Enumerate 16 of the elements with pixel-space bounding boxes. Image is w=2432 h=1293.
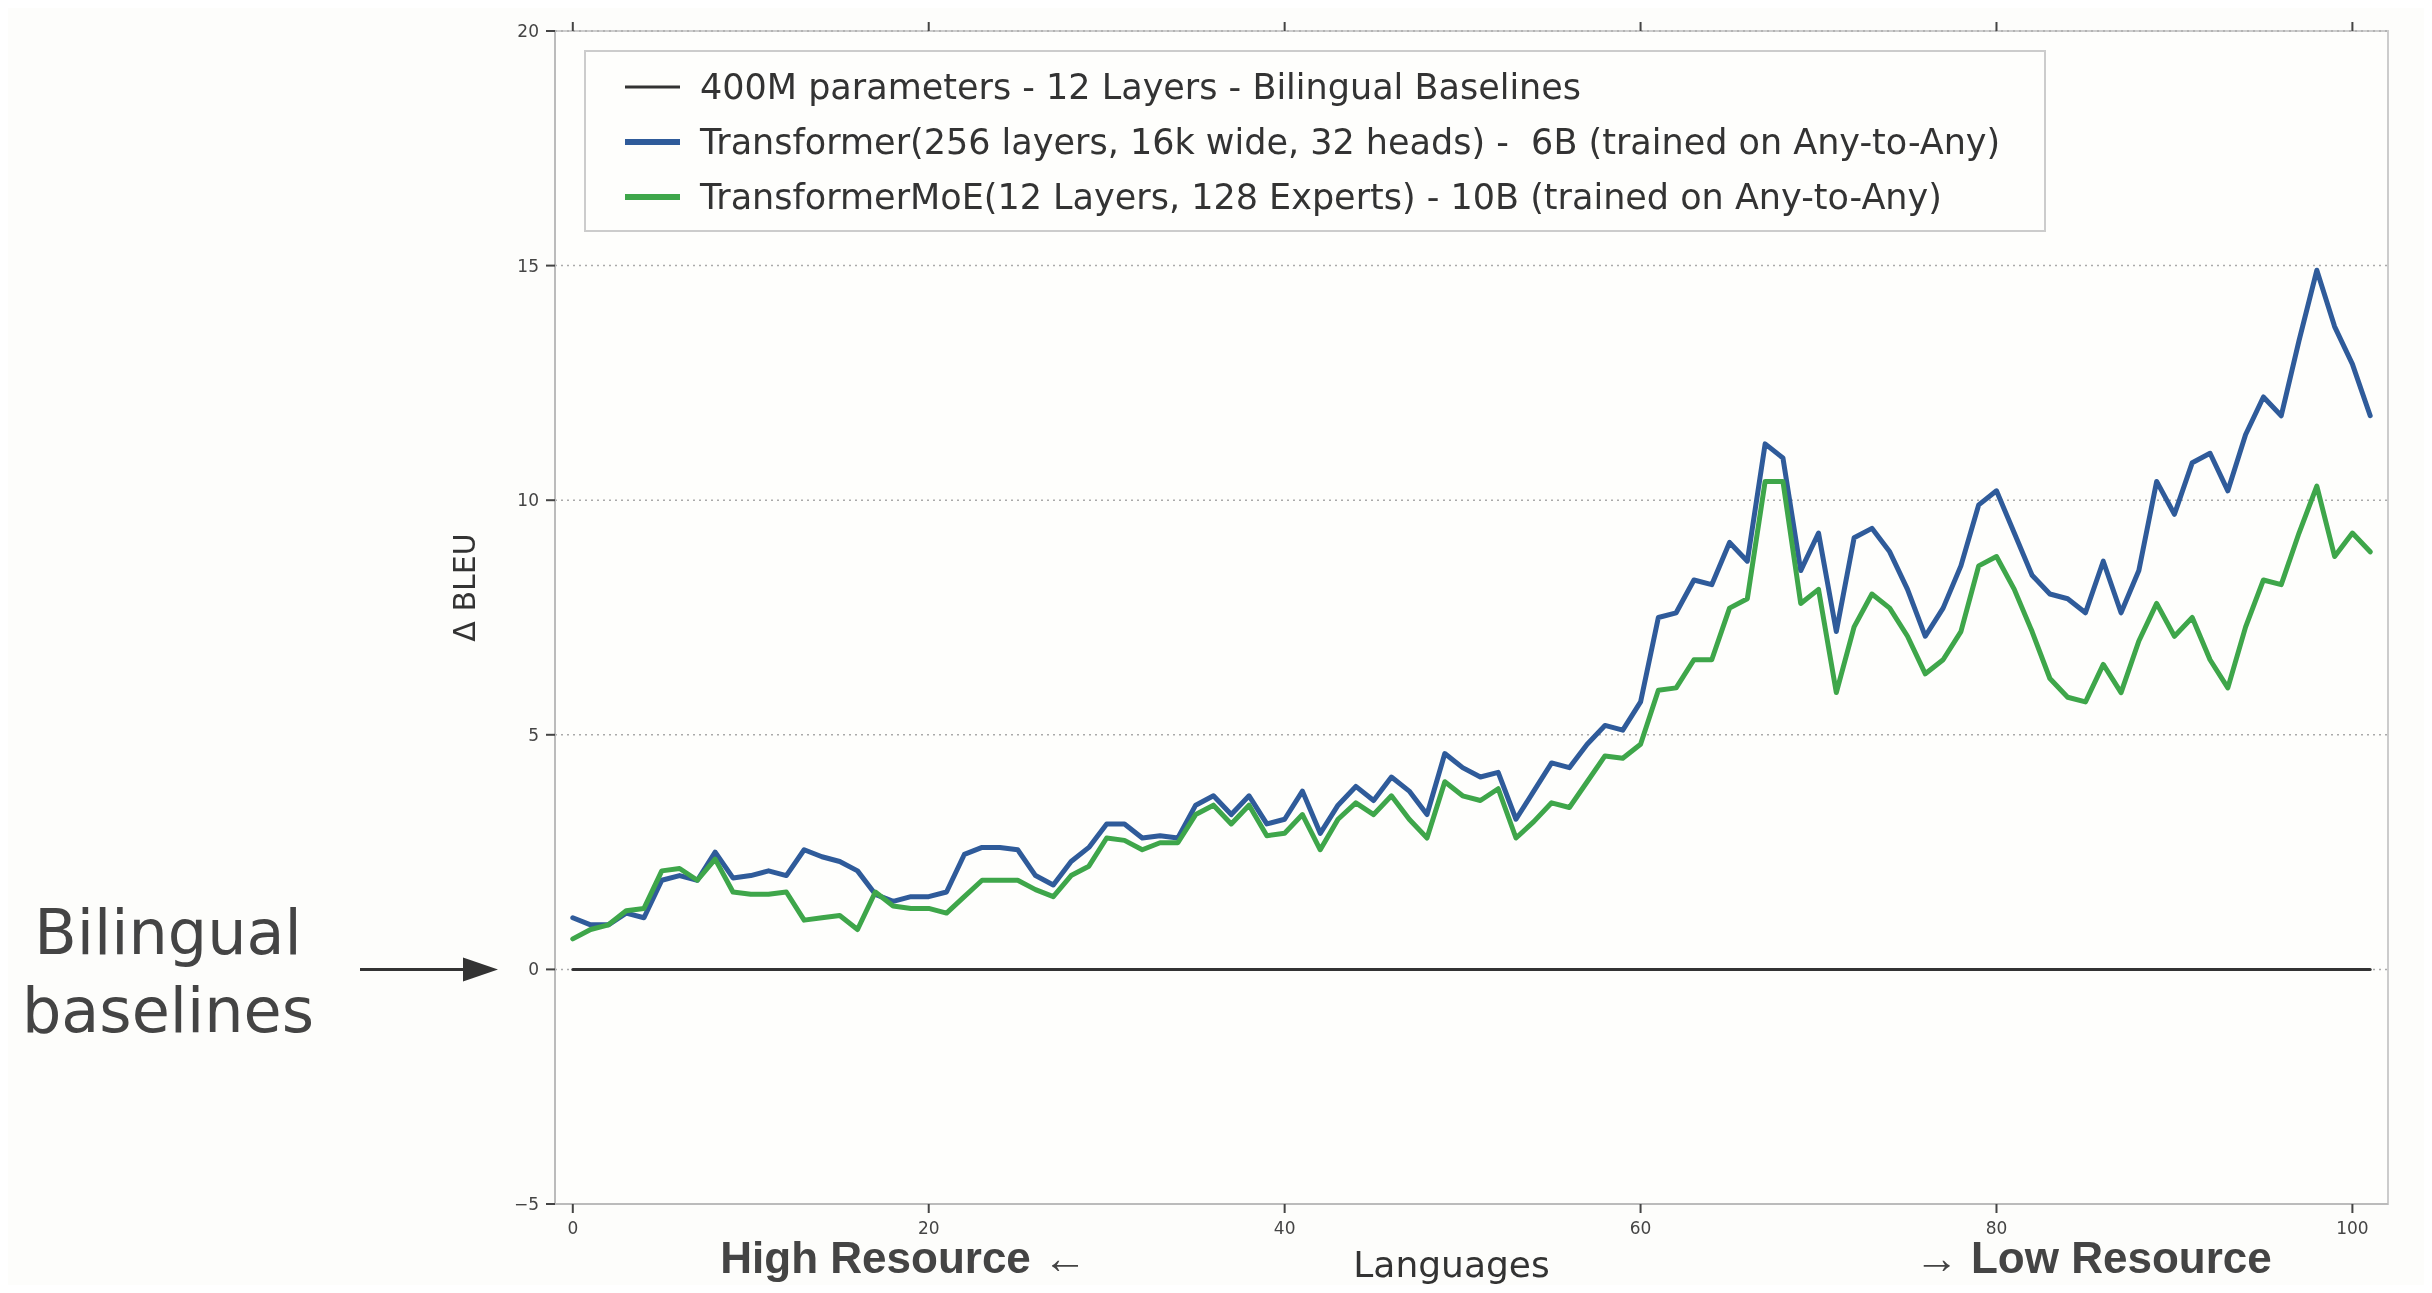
x-axis-title: Languages — [1353, 1244, 1550, 1285]
x-tick-label: 100 — [2336, 1218, 2369, 1238]
legend-label: TransformerMoE(12 Layers, 128 Experts) - 10B (trained on Any-to-Any) — [699, 177, 1942, 217]
y-tick-label: −5 — [513, 1194, 539, 1214]
x-tick-label: 40 — [1273, 1218, 1296, 1238]
legend-label: 400M parameters - 12 Layers - Bilingual Baselines — [700, 67, 1582, 107]
y-tick-label: 15 — [517, 255, 539, 276]
y-axis-title: Δ BLEU — [447, 533, 482, 642]
x-tick-label: 60 — [1629, 1218, 1652, 1238]
y-tick-label: 20 — [517, 21, 539, 41]
y-tick-label: 10 — [517, 490, 539, 511]
y-tick-label: 5 — [528, 724, 539, 745]
y-tick-label: 0 — [528, 959, 539, 980]
text: Bilingual baselines — [22, 896, 314, 1048]
legend-label: Transformer(256 layers, 16k wide, 32 heads) - 6B (trained on Any-to-Any) — [699, 122, 2001, 162]
x-tick-label: 0 — [567, 1218, 579, 1238]
